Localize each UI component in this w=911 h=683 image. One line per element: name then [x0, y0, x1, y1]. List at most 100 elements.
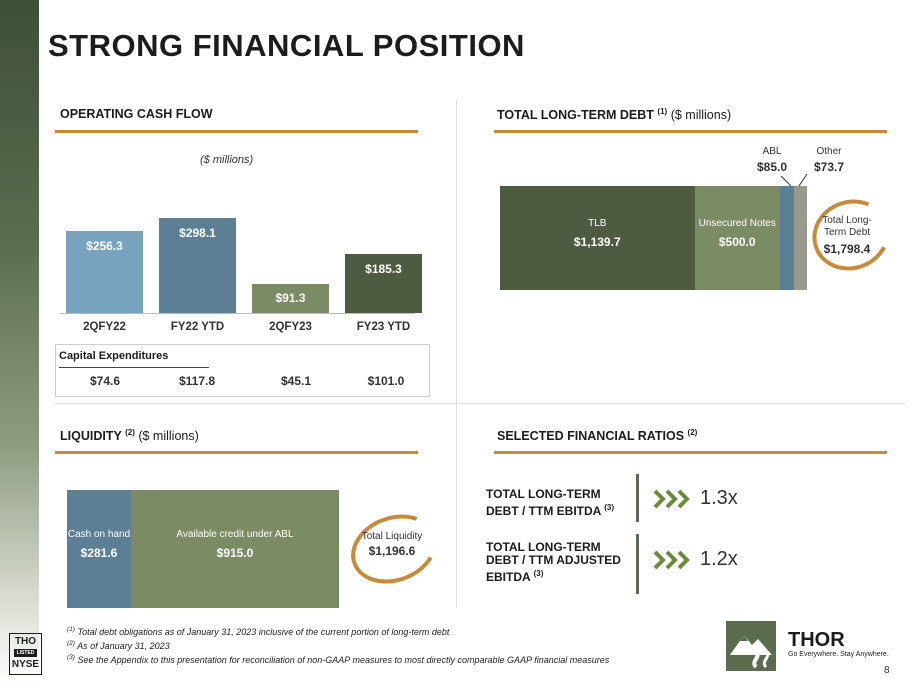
capex-title-underline: [59, 367, 209, 368]
liquidity-segment-name: Cash on hand: [67, 529, 131, 540]
footnotes: (1) Total debt obligations as of January…: [67, 624, 609, 666]
ocf-bar: $185.3: [345, 254, 422, 313]
ratio-divider-bar: [636, 474, 639, 522]
liquidity-title-units: ($ millions): [138, 429, 199, 444]
page-title: STRONG FINANCIAL POSITION: [48, 28, 525, 63]
abl-leader-line: [780, 175, 792, 187]
page-number: 8: [884, 665, 890, 676]
ratio-label-line: DEBT / TTM ADJUSTED: [486, 553, 621, 567]
liquidity-section-title: LIQUIDITY (2) ($ millions): [60, 428, 199, 443]
ratio-label: TOTAL LONG-TERM DEBT / TTM ADJUSTED EBIT…: [486, 541, 621, 584]
ocf-bar-label: $91.3: [275, 290, 306, 305]
capex-value: $45.1: [280, 374, 312, 388]
other-value: $73.7: [813, 160, 845, 174]
ratio-note: (3): [533, 569, 544, 578]
capex-value: $74.6: [89, 374, 121, 388]
ratio-note: (3): [604, 503, 615, 512]
liquidity-total-annotation: Total Liquidity $1,196.6: [352, 531, 432, 558]
liquidity-title-note: (2): [125, 428, 135, 437]
vertical-divider: [456, 100, 457, 608]
liquidity-segment: Available credit under ABL $915.0: [131, 490, 339, 608]
debt-total-label-line1: Total Long-: [822, 215, 872, 226]
ratio-label-text: EBITDA: [486, 570, 531, 584]
abl-name: ABL: [762, 146, 782, 157]
liquidity-total-value: $1,196.6: [368, 544, 416, 558]
ocf-bar: $256.3: [66, 231, 143, 313]
ocf-title-rule: [55, 130, 418, 133]
capex-value: $117.8: [178, 374, 216, 388]
ratio-label-line: DEBT / TTM EBITDA (3): [486, 501, 614, 518]
ratio-label-line: EBITDA (3): [486, 567, 621, 584]
ratios-title-text: SELECTED FINANCIAL RATIOS: [497, 429, 685, 444]
ratio-divider-bar: [636, 534, 639, 594]
ratio-label-line: TOTAL LONG-TERM: [486, 540, 601, 554]
footnote-text: See the Appendix to this presentation fo…: [77, 655, 610, 665]
ocf-category-label: 2QFY22: [83, 321, 126, 333]
footnote: (2) As of January 31, 2023: [67, 638, 609, 652]
capex-value: $101.0: [367, 374, 405, 388]
debt-title-text: TOTAL LONG-TERM DEBT: [497, 108, 654, 123]
debt-segment: Unsecured Notes $500.0: [694, 186, 780, 290]
nyse-label: NYSE: [11, 659, 40, 670]
footnote-text: As of January 31, 2023: [77, 641, 170, 651]
ocf-category-label: FY23 YTD: [356, 321, 411, 333]
debt-segment-value: $500.0: [718, 235, 756, 249]
liquidity-segment-name: Available credit under ABL: [176, 529, 294, 540]
liquidity-segment-value: $281.6: [80, 546, 118, 560]
thor-wordmark: THOR: [788, 629, 845, 651]
annotation-leader-lines: [780, 173, 808, 187]
debt-segment: TLB $1,139.7: [500, 186, 695, 290]
debt-segment-name: TLB: [588, 218, 607, 229]
ocf-bar: $298.1: [159, 218, 236, 313]
ratio-value: 1.3x: [700, 487, 738, 509]
capex-box: [55, 344, 430, 397]
abl-value: $85.0: [756, 160, 788, 174]
mountain-road-logo-icon: [726, 621, 776, 671]
ocf-bar-label: $185.3: [365, 262, 402, 276]
footnote: (1) Total debt obligations as of January…: [67, 624, 609, 638]
other-annotation: Other $73.7: [804, 146, 854, 174]
debt-segment-value: $1,139.7: [573, 235, 621, 249]
ocf-section-title: OPERATING CASH FLOW: [60, 107, 213, 121]
liquidity-total-label: Total Liquidity: [361, 531, 423, 542]
decorative-sidebar: [0, 0, 39, 683]
ocf-axis-line: [60, 313, 415, 314]
ratios-title-note: (2): [687, 428, 698, 437]
other-leader-line: [798, 173, 808, 187]
ocf-category-label: FY22 YTD: [170, 321, 225, 333]
other-name: Other: [816, 146, 842, 157]
liquidity-segment: Cash on hand $281.6: [67, 490, 131, 608]
footnote-text: Total debt obligations as of January 31,…: [77, 627, 450, 637]
liquidity-title-text: LIQUIDITY: [60, 429, 122, 444]
ocf-bar-label: $298.1: [179, 226, 216, 240]
ratios-title-rule: [494, 451, 887, 454]
debt-title-units: ($ millions): [670, 108, 732, 123]
footnote: (3) See the Appendix to this presentatio…: [67, 652, 609, 666]
ratio-value: 1.2x: [700, 548, 738, 570]
ocf-bar: $91.3: [252, 284, 329, 313]
debt-segment: [794, 186, 807, 290]
capex-title: Capital Expenditures: [59, 350, 169, 362]
ratio-label: TOTAL LONG-TERM DEBT / TTM EBITDA (3): [486, 488, 614, 518]
ratios-section-title: SELECTED FINANCIAL RATIOS (2): [497, 428, 697, 443]
nyse-listed-badge: THO LISTED NYSE: [9, 633, 42, 675]
debt-total-label-line2: Term Debt: [823, 227, 871, 238]
footnote-mark: (3): [67, 654, 75, 661]
debt-title-note: (1): [657, 107, 668, 116]
nyse-ticker: THO: [14, 636, 37, 647]
abl-annotation: ABL $85.0: [752, 146, 792, 174]
debt-total-annotation: Total Long- Term Debt $1,798.4: [812, 215, 882, 256]
liquidity-segment-value: $915.0: [216, 546, 254, 560]
debt-title-rule: [494, 130, 887, 133]
ocf-bar-label: $256.3: [86, 239, 123, 253]
ratio-label-line: TOTAL LONG-TERM: [486, 487, 601, 501]
nyse-listed-label: LISTED: [14, 649, 37, 657]
debt-segment-name: Unsecured Notes: [698, 218, 776, 229]
triple-chevron-icon: [653, 489, 690, 509]
debt-section-title: TOTAL LONG-TERM DEBT (1) ($ millions): [497, 107, 731, 122]
ocf-units: ($ millions): [200, 154, 254, 166]
ratio-label-text: DEBT / TTM EBITDA: [486, 504, 601, 518]
horizontal-divider: [55, 403, 905, 404]
debt-segment: [779, 186, 795, 290]
brand-tagline: Go Everywhere. Stay Anywhere.: [788, 651, 889, 658]
